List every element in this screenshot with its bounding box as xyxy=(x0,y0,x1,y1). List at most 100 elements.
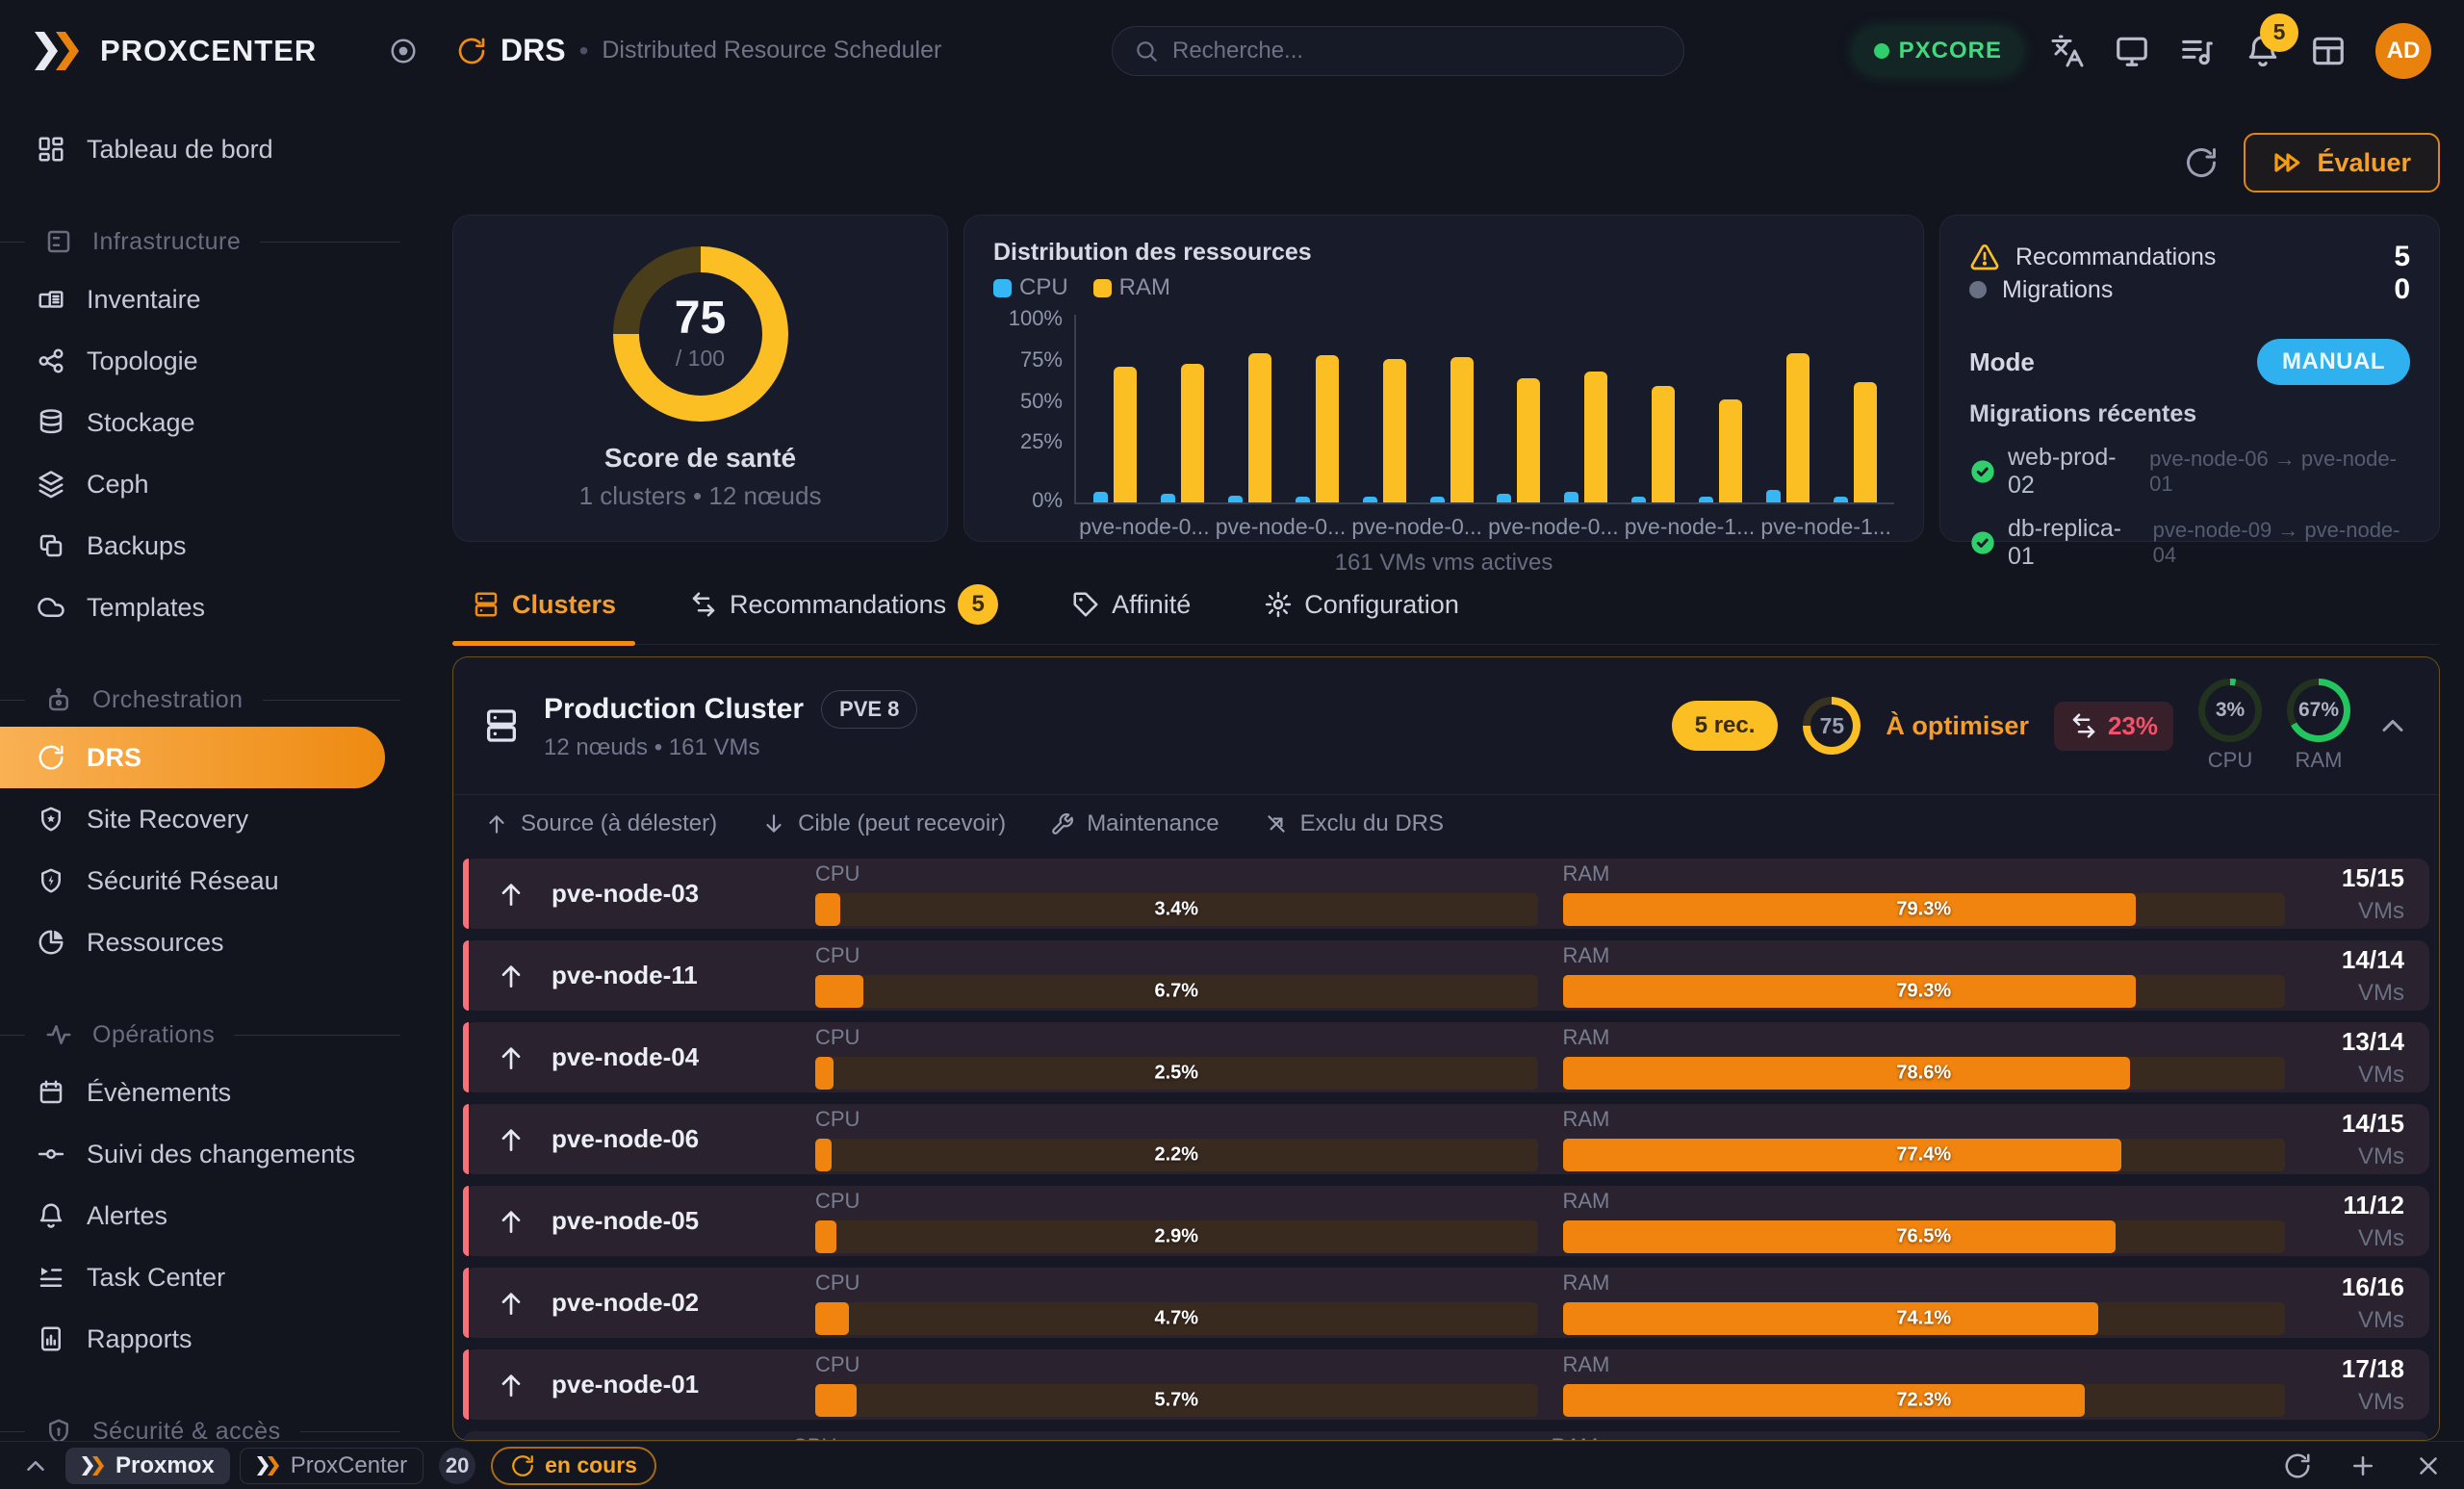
tab-recommandations[interactable]: Recommandations 5 xyxy=(683,571,1004,644)
taskbar-tabs: Proxmox ProxCenter xyxy=(65,1447,424,1484)
cpu-metric: CPU 2.9% xyxy=(815,1189,1538,1253)
sidebar-item-label: Stockage xyxy=(87,407,195,437)
source-stripe xyxy=(463,1349,469,1420)
sidebar-item-ceph[interactable]: Ceph xyxy=(0,453,414,515)
x-tick-label: pve-node-0... xyxy=(1079,514,1210,539)
sidebar-item-suivi-des-changements[interactable]: Suivi des changements xyxy=(0,1123,414,1185)
evaluate-button[interactable]: Évaluer xyxy=(2244,133,2440,193)
cpu-bar-track: 2.9% xyxy=(815,1220,1538,1253)
sidebar-item-rapports[interactable]: Rapports xyxy=(0,1308,414,1370)
pxcore-status-dot xyxy=(1873,42,1889,59)
sidebar-item-site-recovery[interactable]: Site Recovery xyxy=(0,788,414,850)
sidebar-item-backups[interactable]: Backups xyxy=(0,515,414,577)
layout-panels-icon[interactable] xyxy=(2310,33,2347,69)
arrow-up-icon xyxy=(484,811,509,836)
taskbar-expand-icon[interactable] xyxy=(21,1451,50,1480)
page-title: DRS xyxy=(500,33,566,67)
taskbar: Proxmox ProxCenter 20 en cours xyxy=(0,1441,2464,1489)
sidebar-item-ressources[interactable]: Ressources xyxy=(0,911,414,973)
node-row-pve-node-11[interactable]: pve-node-11 CPU 6.7% RAM 79.3% 14/14 VMs xyxy=(463,940,2429,1011)
health-score-value: 75 xyxy=(674,293,727,344)
taskbar-close-icon[interactable] xyxy=(2414,1451,2443,1480)
monitor-icon[interactable] xyxy=(2114,33,2150,69)
health-score-subtitle: 1 clusters • 12 nœuds xyxy=(578,480,822,510)
sidebar-item-s-curit-r-seau[interactable]: Sécurité Réseau xyxy=(0,850,414,911)
node-row-pve-node-06[interactable]: pve-node-06 CPU 2.2% RAM 77.4% 14/15 VMs xyxy=(463,1104,2429,1174)
search-bar[interactable] xyxy=(1111,25,1684,76)
arrow-up-icon xyxy=(496,879,526,910)
sidebar-item--v-nements[interactable]: Évènements xyxy=(0,1062,414,1123)
recommendations-label: Recommandations xyxy=(2015,243,2217,270)
section-divider-line xyxy=(262,699,400,701)
y-tick-label: 25% xyxy=(1019,429,1063,454)
migrations-row: Migrations 0 xyxy=(1969,273,2410,306)
tab-configuration[interactable]: Configuration xyxy=(1258,571,1465,644)
task-queue-icon[interactable] xyxy=(2179,33,2216,69)
vm-count: 14/14 VMs xyxy=(2316,945,2404,1007)
sidebar-item-dashboard[interactable]: Tableau de bord xyxy=(0,118,414,180)
tab-clusters[interactable]: Clusters xyxy=(451,571,636,646)
mode-toggle[interactable]: MANUAL xyxy=(2257,339,2410,385)
ram-label: RAM xyxy=(1562,861,1610,886)
sidebar-item-inventaire[interactable]: Inventaire xyxy=(0,269,414,330)
taskbar-count-badge: 20 xyxy=(439,1447,476,1484)
layers-icon xyxy=(37,470,65,499)
cluster-status: À optimiser xyxy=(1886,710,2029,740)
bar-group-pve-node-01 xyxy=(1082,367,1149,502)
cpu-metric: CPU 2.2% xyxy=(815,1107,1538,1171)
notifications-bell-icon[interactable]: 5 xyxy=(2245,13,2298,69)
node-row-pve-node-04[interactable]: pve-node-04 CPU 2.5% RAM 78.6% 13/14 VMs xyxy=(463,1022,2429,1092)
vm-count-label: VMs xyxy=(2358,1388,2404,1415)
ram-bar-fill xyxy=(1562,1302,2098,1335)
gauge-label: CPU xyxy=(2207,748,2253,772)
ram-percent: 77.4% xyxy=(1896,1143,1952,1166)
node-row-pve-node-03[interactable]: pve-node-03 CPU 3.4% RAM 79.3% 15/15 VMs xyxy=(463,859,2429,929)
ram-bar-track: 76.5% xyxy=(1562,1220,2285,1253)
cluster-panel: Production Cluster PVE 8 12 nœuds • 161 … xyxy=(452,656,2440,1441)
refresh-icon[interactable] xyxy=(2184,145,2219,180)
taskbar-tab-proxcenter[interactable]: ProxCenter xyxy=(239,1447,424,1484)
search-input[interactable] xyxy=(1171,37,1662,64)
app-header: DRS • Distributed Resource Scheduler xyxy=(456,33,941,68)
record-icon[interactable] xyxy=(389,37,418,65)
recommendations-card: Recommandations 5 Migrations 0 Mode MANU… xyxy=(1939,215,2440,570)
pxcore-status-badge: PXCORE xyxy=(1854,28,2021,73)
vm-count: 15/15 VMs xyxy=(2316,863,2404,925)
sidebar-item-task-center[interactable]: Task Center xyxy=(0,1246,414,1308)
search-icon xyxy=(1134,39,1159,64)
tab-affinit-[interactable]: Affinité xyxy=(1065,571,1196,644)
legend-arrow-up: Source (à délester) xyxy=(484,810,717,837)
taskbar-status-chip[interactable]: en cours xyxy=(491,1446,656,1485)
node-row-pve-node-05[interactable]: pve-node-05 CPU 2.9% RAM 76.5% 11/12 VMs xyxy=(463,1186,2429,1256)
node-row-pve-node-02[interactable]: pve-node-02 CPU 4.7% RAM 74.1% 16/16 VMs xyxy=(463,1268,2429,1338)
language-icon[interactable] xyxy=(2050,34,2085,68)
health-score-card: 75 / 100 Score de santé 1 clusters • 12 … xyxy=(452,215,948,542)
cluster-server-icon xyxy=(482,706,521,745)
sidebar-item-alertes[interactable]: Alertes xyxy=(0,1185,414,1246)
ram-metric: RAM 78.6% xyxy=(1562,1025,2285,1090)
cpu-label: CPU xyxy=(815,1107,860,1131)
taskbar-tab-proxmox[interactable]: Proxmox xyxy=(65,1447,230,1484)
node-row-pve-node-01[interactable]: pve-node-01 CPU 5.7% RAM 72.3% 17/18 VMs xyxy=(463,1349,2429,1420)
taskbar-refresh-icon[interactable] xyxy=(2283,1451,2312,1480)
user-avatar[interactable]: AD xyxy=(2374,22,2431,79)
resource-distribution-card: Distribution des ressources CPU RAM 100% 7… xyxy=(963,215,1924,576)
taskbar-add-icon[interactable] xyxy=(2348,1451,2377,1480)
arrow-down-icon xyxy=(761,811,786,836)
node-name: pve-node-03 xyxy=(552,879,700,908)
cpu-bar-fill xyxy=(815,1384,857,1417)
sidebar-item-drs[interactable]: DRS xyxy=(0,727,385,788)
legend-exclude: Exclu du DRS xyxy=(1264,810,1444,837)
legend-item-cpu: CPU xyxy=(993,274,1068,301)
vm-count-value: 14/15 xyxy=(2341,1108,2404,1138)
sidebar-item-templates[interactable]: Templates xyxy=(0,577,414,638)
sidebar-item-label: Alertes xyxy=(87,1200,168,1230)
sidebar-item-label: Topologie xyxy=(87,346,198,375)
ram-bar-track: 78.6% xyxy=(1562,1057,2285,1090)
arrow-up-icon xyxy=(496,961,526,991)
collapse-chevron-icon[interactable] xyxy=(2375,708,2410,743)
sidebar-item-topologie[interactable]: Topologie xyxy=(0,330,414,392)
sidebar-item-stockage[interactable]: Stockage xyxy=(0,392,414,453)
cpu-percent: 2.2% xyxy=(1154,1143,1199,1166)
